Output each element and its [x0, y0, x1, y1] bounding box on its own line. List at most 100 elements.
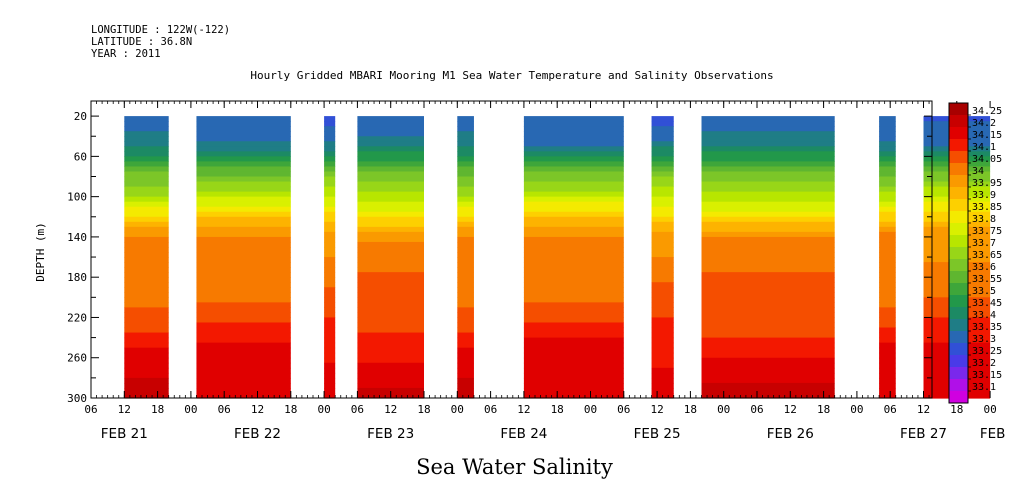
legend-swatch [949, 199, 968, 212]
heatmap-cell [651, 302, 674, 308]
heatmap-cell [124, 126, 169, 132]
heatmap-cell [523, 382, 624, 389]
heatmap-cell [523, 116, 624, 122]
heatmap-cell [124, 387, 169, 394]
heatmap-cell [651, 176, 674, 183]
heatmap-cell [196, 186, 291, 193]
heatmap-cell [196, 191, 291, 198]
heatmap-cell [879, 166, 896, 173]
heatmap-cell [879, 246, 896, 253]
heatmap-cell [457, 282, 474, 288]
heatmap-cell [701, 252, 835, 258]
color-legend: 34.2534.234.1534.134.053433.9533.933.853… [948, 102, 1002, 404]
heatmap-cell [196, 181, 291, 188]
heatmap-cell [879, 282, 896, 288]
heatmap-cell [196, 342, 291, 349]
heatmap-cell [879, 181, 896, 188]
y-tick-label: 140 [67, 231, 87, 244]
heatmap-cell [324, 372, 336, 379]
heatmap-cell [357, 236, 424, 243]
heatmap-cell [879, 241, 896, 248]
x-day-label: FEB 27 [900, 426, 947, 442]
heatmap-cell [879, 347, 896, 354]
heatmap-cell [196, 211, 291, 218]
heatmap-cell [124, 206, 169, 213]
heatmap-cell [651, 201, 674, 208]
heatmap-cell [124, 156, 169, 162]
heatmap-cell [324, 332, 336, 339]
heatmap-cell [357, 141, 424, 147]
heatmap-cell [196, 347, 291, 354]
heatmap-cell [457, 347, 474, 354]
heatmap-cell [196, 131, 291, 137]
heatmap-cell [457, 302, 474, 308]
heatmap-cell [879, 317, 896, 324]
heatmap-cell [701, 352, 835, 359]
heatmap-cell [701, 151, 835, 157]
heatmap-cell [701, 382, 835, 389]
legend-label: 33.7 [972, 238, 996, 249]
heatmap-cells [124, 116, 991, 399]
x-hour-label: 00 [184, 403, 197, 416]
heatmap-cell [457, 277, 474, 283]
heatmap-cell [457, 362, 474, 369]
heatmap-cell [701, 161, 835, 168]
x-hour-label: 18 [151, 403, 164, 416]
y-tick-label: 260 [67, 352, 87, 365]
legend-label: 33.25 [972, 346, 1002, 357]
heatmap-cell [651, 216, 674, 223]
latitude-label: LATITUDE : 36.8N [91, 36, 193, 48]
heatmap-cell [357, 146, 424, 152]
heatmap-cell [124, 272, 169, 278]
heatmap-cell [196, 126, 291, 132]
legend-swatch [949, 247, 968, 260]
heatmap-cell [124, 377, 169, 384]
heatmap-cell [357, 201, 424, 208]
heatmap-cell [124, 297, 169, 303]
heatmap-cell [357, 347, 424, 354]
heatmap-cell [324, 146, 336, 152]
heatmap-cell [324, 161, 336, 168]
heatmap-cell [357, 186, 424, 193]
heatmap-cell [196, 352, 291, 359]
heatmap-cell [196, 257, 291, 263]
heatmap-cell [701, 362, 835, 369]
heatmap-cell [357, 181, 424, 188]
heatmap-cell [879, 136, 896, 142]
heatmap-cell [523, 287, 624, 293]
data-segment [124, 116, 169, 399]
heatmap-cell [124, 367, 169, 374]
heatmap-cell [651, 357, 674, 364]
heatmap-cell [523, 191, 624, 198]
heatmap-cell [357, 166, 424, 173]
x-hour-label: 06 [218, 403, 231, 416]
heatmap-cell [879, 332, 896, 339]
heatmap-cell [457, 221, 474, 228]
heatmap-cell [196, 372, 291, 379]
heatmap-cell [196, 231, 291, 238]
heatmap-cell [879, 367, 896, 374]
x-day-label: FEB 21 [101, 426, 148, 442]
x-day-label: FEB 28 [980, 426, 1009, 442]
heatmap-cell [701, 136, 835, 142]
heatmap-cell [523, 161, 624, 168]
x-hour-label: 18 [950, 403, 963, 416]
heatmap-cell [457, 367, 474, 374]
legend-label: 34.05 [972, 154, 1002, 165]
heatmap-cell [701, 201, 835, 208]
heatmap-cell [196, 277, 291, 283]
heatmap-cell [457, 392, 474, 399]
heatmap-cell [196, 221, 291, 228]
x-hour-label: 12 [251, 403, 264, 416]
heatmap-cell [701, 121, 835, 127]
legend-swatch [949, 307, 968, 320]
heatmap-cell [701, 191, 835, 198]
heatmap-cell [523, 257, 624, 263]
heatmap-cell [124, 186, 169, 193]
heatmap-cell [196, 332, 291, 339]
heatmap-cell [523, 246, 624, 253]
x-hour-label: 00 [317, 403, 330, 416]
heatmap-cell [879, 267, 896, 273]
heatmap-cell [357, 357, 424, 364]
heatmap-cell [879, 196, 896, 203]
